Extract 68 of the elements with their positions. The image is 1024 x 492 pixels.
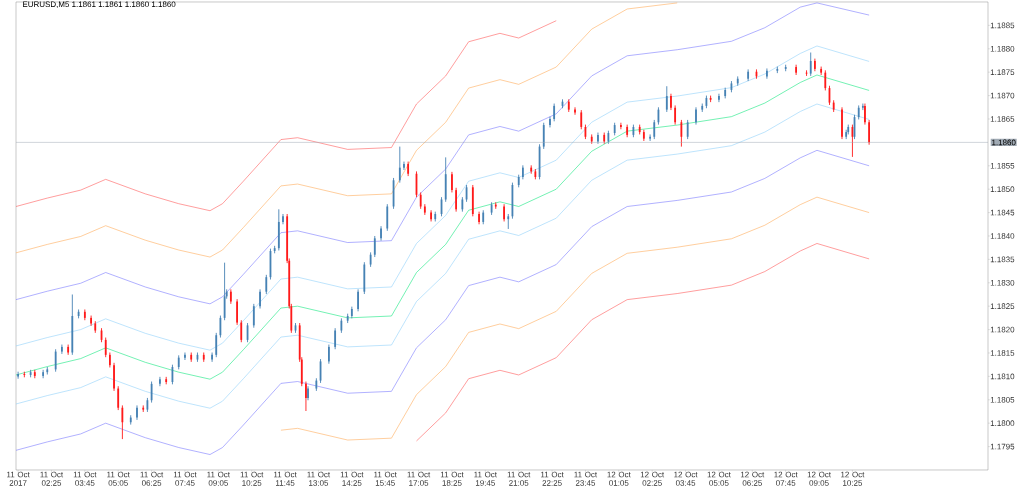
- candlestick: [17, 371, 19, 380]
- candlestick: [334, 327, 337, 350]
- candlestick: [121, 404, 124, 440]
- line-series: [15, 74, 870, 380]
- line-series: [15, 150, 870, 455]
- candlestick: [718, 93, 720, 103]
- candlestick: [478, 211, 480, 225]
- candlestick: [403, 161, 405, 171]
- candlestick: [282, 213, 284, 225]
- candlestick: [61, 344, 63, 355]
- candlestick: [113, 362, 115, 392]
- candlestick: [259, 288, 261, 309]
- candlestick: [430, 209, 432, 222]
- candlestick: [327, 344, 330, 365]
- candlestick: [305, 381, 307, 412]
- line-series: [15, 45, 870, 351]
- candlestick: [503, 203, 505, 222]
- candlestick: [841, 106, 843, 140]
- line-series: [416, 243, 870, 442]
- line-series: [280, 196, 870, 441]
- candlestick: [117, 385, 120, 411]
- candlestick: [766, 67, 768, 80]
- candlestick: [813, 58, 816, 72]
- candlestick: [265, 274, 268, 295]
- candlestick: [820, 66, 823, 76]
- candlestick: [215, 332, 218, 358]
- candlestick: [236, 298, 239, 326]
- candlestick: [809, 52, 812, 77]
- candlestick: [252, 303, 255, 329]
- candlestick: [136, 404, 138, 421]
- candlestick: [184, 352, 186, 361]
- candlestick: [653, 119, 656, 140]
- candlestick: [861, 103, 864, 111]
- candlestick: [240, 319, 243, 343]
- candlestick: [649, 133, 652, 142]
- candlestick: [549, 116, 551, 128]
- candlestick: [674, 104, 677, 126]
- candlestick: [580, 109, 583, 130]
- candlestick: [90, 315, 92, 327]
- candlestick: [455, 187, 458, 213]
- line-series: [15, 2, 678, 258]
- line-series: [15, 20, 557, 211]
- candlestick: [665, 85, 668, 113]
- candlestick: [680, 119, 683, 148]
- candlestick: [380, 225, 382, 242]
- candlestick: [542, 122, 545, 150]
- candlestick: [42, 369, 45, 379]
- candlestick: [670, 93, 672, 111]
- candlestick: [686, 119, 689, 140]
- candlestick: [747, 68, 750, 82]
- candlestick: [159, 376, 161, 387]
- candlestick: [695, 106, 697, 126]
- line-series: [15, 103, 870, 409]
- candlestick: [597, 132, 599, 145]
- candlestick: [507, 213, 510, 230]
- candlestick: [386, 203, 389, 232]
- candlestick: [398, 146, 401, 184]
- candlestick: [451, 171, 453, 193]
- candlestick: [824, 69, 827, 91]
- candlestick: [620, 122, 622, 130]
- candlestick: [373, 235, 376, 258]
- candlestick: [864, 103, 866, 126]
- candlestick: [54, 348, 57, 373]
- candlestick: [211, 352, 213, 363]
- candlestick: [868, 119, 871, 146]
- candlestick: [357, 288, 359, 312]
- candlestick: [795, 64, 798, 76]
- candlestick: [104, 337, 107, 358]
